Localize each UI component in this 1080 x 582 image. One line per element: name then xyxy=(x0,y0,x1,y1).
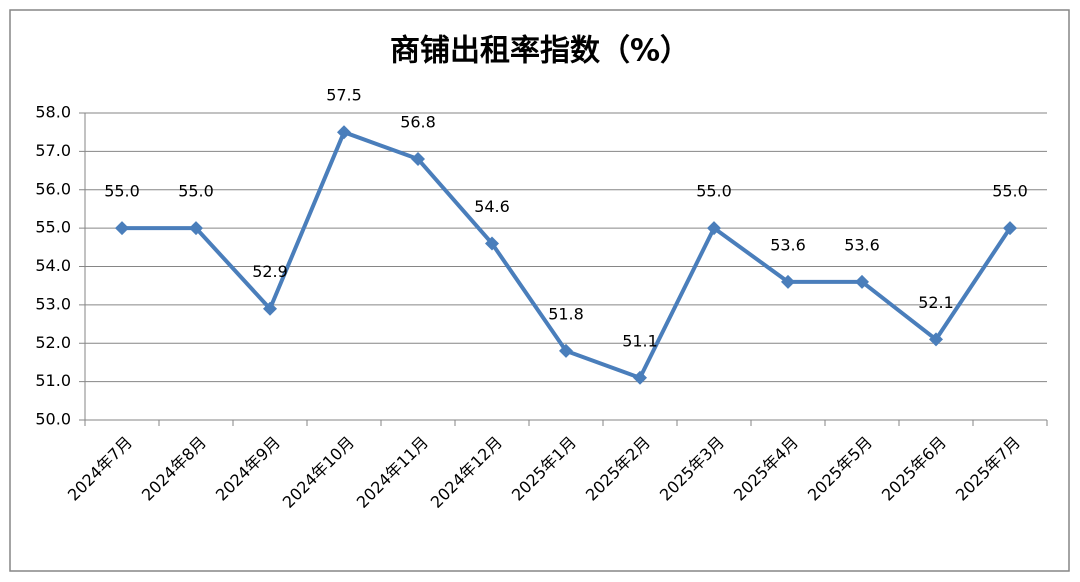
y-tick-label: 50.0 xyxy=(35,410,71,429)
marker xyxy=(1003,221,1017,236)
data-label: 55.0 xyxy=(104,182,140,201)
marker xyxy=(115,221,129,236)
y-tick-label: 53.0 xyxy=(35,294,71,313)
marker xyxy=(781,274,795,289)
data-label: 55.0 xyxy=(992,182,1028,201)
chart-title: 商铺出租率指数（%） xyxy=(390,34,690,69)
data-label: 56.8 xyxy=(400,113,436,132)
data-label: 52.9 xyxy=(252,262,288,281)
data-label: 55.0 xyxy=(178,182,214,201)
y-tick-label: 54.0 xyxy=(35,256,71,275)
y-tick-label: 51.0 xyxy=(35,371,71,390)
marker xyxy=(559,343,573,358)
y-tick-label: 57.0 xyxy=(35,141,71,160)
y-tick-label: 56.0 xyxy=(35,179,71,198)
marker xyxy=(337,125,351,140)
y-tick-label: 58.0 xyxy=(35,103,71,122)
data-label: 52.1 xyxy=(918,293,954,312)
data-label: 57.5 xyxy=(326,86,362,105)
chart-frame xyxy=(9,9,1070,572)
data-label: 54.6 xyxy=(474,197,510,216)
y-tick-label: 55.0 xyxy=(35,218,71,237)
y-tick-label: 52.0 xyxy=(35,333,71,352)
data-label: 51.8 xyxy=(548,304,584,323)
marker xyxy=(485,236,499,251)
data-label: 53.6 xyxy=(844,235,880,254)
marker xyxy=(411,152,425,167)
data-label: 51.1 xyxy=(622,331,658,350)
marker xyxy=(189,221,203,236)
marker xyxy=(707,221,721,236)
marker xyxy=(263,301,277,316)
data-label: 53.6 xyxy=(770,235,806,254)
marker xyxy=(929,332,943,347)
marker xyxy=(633,370,647,385)
marker xyxy=(855,274,869,289)
data-label: 55.0 xyxy=(696,182,732,201)
